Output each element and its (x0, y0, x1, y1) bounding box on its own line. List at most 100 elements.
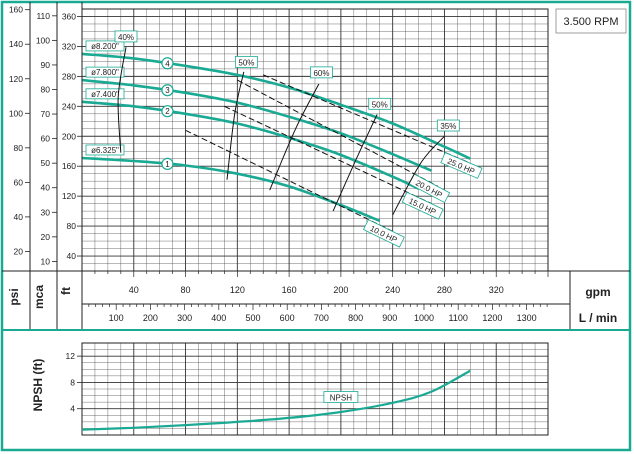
npsh-curve: NPSH (81, 369, 471, 431)
mca-tick-label: 70 (41, 109, 51, 119)
ft-tick-label: 200 (62, 131, 76, 141)
lmin-tick-label: 1000 (414, 313, 434, 323)
npsh-line (81, 369, 471, 431)
efficiency-label-box (310, 66, 333, 79)
mca-tick-label: 50 (41, 158, 51, 168)
rpm-label: 3.500 RPM (563, 16, 618, 28)
gpm-tick-label: 200 (333, 285, 348, 295)
efficiency-label-box (368, 97, 392, 110)
mca-tick-label: 110 (36, 11, 50, 21)
efficiency-line (392, 135, 445, 216)
npsh-plot-border (81, 342, 549, 436)
lmin-tick-label: 100 (109, 313, 124, 323)
rpm-box (555, 8, 627, 34)
gpm-tick-label: 240 (385, 285, 400, 295)
efficiency-label-box (234, 55, 258, 68)
lmin-tick-label: 400 (211, 313, 226, 323)
curve-marker (161, 84, 174, 97)
psi-tick-label: 140 (9, 39, 23, 49)
lmin-tick-label: 1200 (482, 313, 502, 323)
efficiency-line (269, 83, 320, 191)
diameter-label: ø8.200" (91, 42, 119, 51)
power-line (224, 105, 432, 205)
npsh-label-box (323, 391, 359, 403)
mca-axis-label: mca (32, 285, 46, 309)
diameter-label: ø7.800" (91, 68, 119, 77)
power-label-box (363, 219, 405, 248)
ft-axis-label: ft (59, 287, 73, 295)
mca-tick-label: 60 (41, 134, 51, 144)
lmin-tick-label: 800 (348, 313, 363, 323)
npsh-tick-label: 12 (66, 351, 76, 361)
gpm-tick-label: 120 (230, 285, 245, 295)
ft-tick-label: 360 (62, 11, 76, 21)
diameter-label-box (85, 66, 125, 78)
gpm-tick-label: 280 (437, 285, 452, 295)
mca-tick-label: 80 (41, 84, 51, 94)
psi-tick-label: 160 (9, 5, 23, 15)
mca-tick-label: 10 (41, 256, 51, 266)
lmin-tick-label: 300 (177, 313, 192, 323)
power-line (263, 74, 471, 164)
curve-marker-label: 3 (165, 86, 170, 95)
gpm-tick-label: 80 (181, 285, 191, 295)
mca-tick-label: 90 (41, 60, 51, 70)
curve-marker-label: 4 (165, 59, 170, 68)
npsh-tick-label: 8 (70, 377, 75, 387)
head-curve (81, 100, 420, 190)
npsh-tick-label: 4 (70, 404, 75, 414)
ft-tick-label: 40 (67, 251, 77, 261)
efficiency-label: 60% (313, 69, 329, 78)
efficiency-label-box (436, 119, 460, 132)
lmin-tick-label: 1300 (517, 313, 537, 323)
diameter-label-box (85, 88, 125, 100)
curve-marker-label: 1 (165, 160, 170, 169)
axes: 4080120160200240280320360102030405060708… (2, 2, 630, 331)
curve-marker-label: 2 (165, 107, 170, 116)
gpm-tick-label: 320 (489, 285, 504, 295)
ft-tick-label: 120 (62, 191, 76, 201)
efficiency-label: 35% (440, 122, 456, 131)
efficiency-label: 50% (372, 100, 388, 109)
mca-tick-label: 100 (36, 35, 50, 45)
mca-tick-label: 20 (41, 232, 51, 242)
head-curve (81, 78, 433, 172)
efficiency-label: 50% (238, 58, 254, 67)
lmin-tick-label: 1100 (449, 313, 468, 323)
curve-marker (161, 105, 174, 118)
head-curve (81, 52, 471, 160)
npsh-series-label: NPSH (330, 394, 352, 403)
ft-tick-label: 160 (62, 161, 76, 171)
lmin-axis-label: L / min (579, 311, 617, 325)
diameter-label: ø6.325" (91, 146, 119, 155)
diameter-label: ø7.400" (91, 90, 119, 99)
mca-tick-label: 40 (41, 183, 51, 193)
lmin-tick-label: 900 (382, 313, 397, 323)
gpm-tick-label: 40 (129, 285, 139, 295)
psi-tick-label: 20 (14, 246, 24, 256)
efficiency-line (226, 71, 245, 180)
curve-marker (161, 57, 174, 70)
power-line (185, 129, 393, 232)
npsh-axis-label: NPSH (ft) (31, 359, 45, 412)
psi-axis-label: psi (7, 288, 21, 305)
ft-tick-label: 240 (62, 101, 76, 111)
head-curve (81, 156, 381, 223)
efficiency-line (117, 47, 127, 153)
npsh-plot-grid: 4 8 12 (66, 342, 549, 436)
gpm-axis-label: gpm (585, 285, 610, 299)
psi-tick-label: 80 (14, 143, 24, 153)
curve-marker (161, 157, 174, 170)
efficiency-label: 40% (118, 33, 134, 42)
power-label-box (401, 191, 444, 220)
lmin-tick-label: 700 (314, 313, 329, 323)
psi-tick-label: 40 (14, 212, 24, 222)
efficiency-lines: 40% 50% 60% 50% 35% (114, 30, 460, 216)
lmin-tick-label: 600 (280, 313, 295, 323)
ft-tick-label: 80 (67, 221, 77, 231)
efficiency-line (332, 114, 378, 212)
power-line (237, 79, 439, 187)
mca-tick-label: 30 (41, 207, 51, 217)
pump-head-curves: ø8.200" 4 ø7.800" 3 ø7.400" 2 ø6.325" 1 (81, 40, 471, 223)
